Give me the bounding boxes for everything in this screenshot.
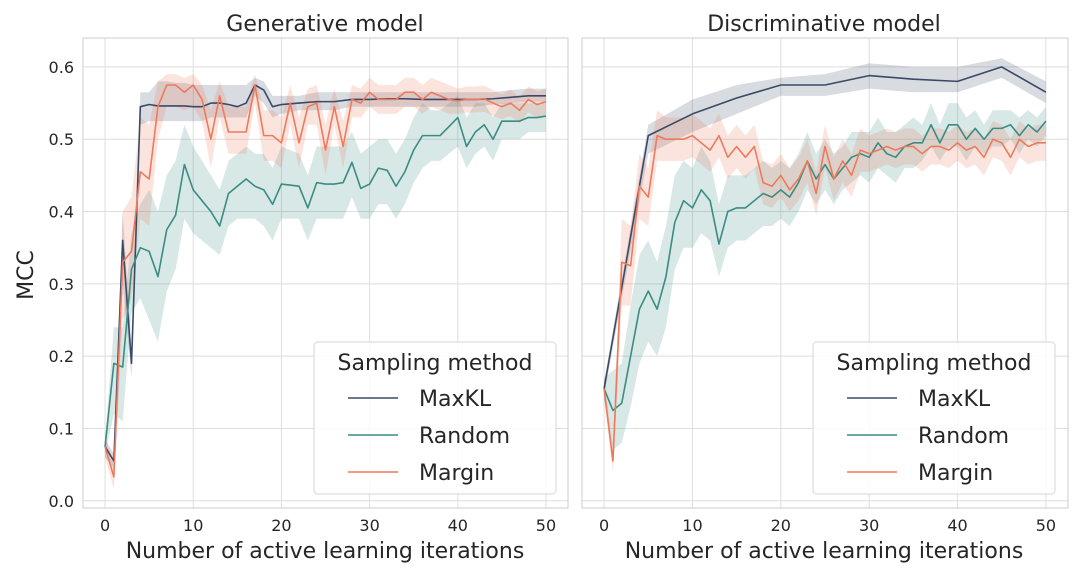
legend-label-maxkl: MaxKL: [419, 387, 492, 412]
y-tick-label: 0.4: [49, 203, 74, 222]
confidence-band-random: [604, 103, 1046, 451]
y-tick-label: 0.0: [49, 492, 74, 511]
x-tick-label: 0: [599, 516, 609, 535]
series-line-margin: [104, 84, 547, 478]
x-tick-label: 20: [271, 516, 291, 535]
y-tick-label: 0.6: [49, 58, 74, 77]
x-tick-label: 30: [359, 516, 379, 535]
y-tick-label: 0.5: [49, 130, 74, 149]
legend-label-margin: Margin: [918, 461, 993, 486]
legend-label-maxkl: MaxKL: [918, 387, 991, 412]
legend-label-random: Random: [918, 424, 1009, 449]
discriminative-model-panel: 0 10 20 30 40 50 Discriminative model Number …: [581, 12, 1069, 564]
x-tick-label: 20: [771, 516, 791, 535]
grid: [83, 38, 568, 508]
confidence-band-margin: [105, 74, 546, 490]
x-tick-label: 10: [682, 516, 702, 535]
series-line-random: [104, 115, 547, 447]
y-axis-label: MCC: [14, 250, 39, 300]
y-tick-label: 0.2: [49, 347, 74, 366]
legend: Sampling method MaxKL Random Margin: [313, 341, 557, 495]
confidence-band-random: [105, 95, 546, 454]
series-line-maxkl: [104, 84, 546, 462]
generative-model-panel: 0 10 20 30 40 50 0.0 0.1 0.2 0.3 0.4 0.5 0.6 Generat…: [14, 12, 569, 564]
series-line-random: [603, 120, 1047, 412]
panel-title: Discriminative model: [707, 12, 941, 37]
x-axis-label: Number of active learning iterations: [625, 539, 1024, 564]
series-line-margin: [603, 134, 1046, 462]
x-tick-label: 40: [947, 516, 967, 535]
x-axis-label: Number of active learning iterations: [126, 539, 525, 564]
y-tick-label: 0.1: [49, 419, 74, 438]
legend-title: Sampling method: [837, 351, 1032, 376]
legend-label-random: Random: [419, 424, 510, 449]
plot-frame: [82, 37, 569, 509]
x-tick-label: 50: [1036, 516, 1056, 535]
legend-box: [812, 341, 1056, 495]
x-tick-label: 40: [448, 516, 468, 535]
x-tick-label: 50: [536, 516, 556, 535]
confidence-band-margin: [604, 110, 1046, 472]
y-tick-label: 0.3: [49, 275, 74, 294]
panel-title: Generative model: [226, 12, 423, 37]
legend-label-margin: Margin: [419, 461, 494, 486]
confidence-band-maxkl: [105, 77, 546, 469]
x-tick-label: 0: [100, 516, 110, 535]
x-tick-label: 10: [183, 516, 203, 535]
plot-frame: [581, 37, 1069, 509]
legend-title: Sampling method: [338, 351, 533, 376]
series-line-maxkl: [603, 66, 1047, 389]
legend-box: [313, 341, 557, 495]
x-tick-label: 30: [859, 516, 879, 535]
legend: Sampling method MaxKL Random Margin: [812, 341, 1056, 495]
